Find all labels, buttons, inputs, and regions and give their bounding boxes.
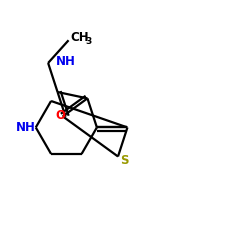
Text: NH: NH <box>16 121 36 134</box>
Text: S: S <box>120 154 128 167</box>
Text: O: O <box>55 109 65 122</box>
Text: NH: NH <box>56 55 75 68</box>
Text: 3: 3 <box>85 37 91 46</box>
Text: CH: CH <box>70 31 89 44</box>
